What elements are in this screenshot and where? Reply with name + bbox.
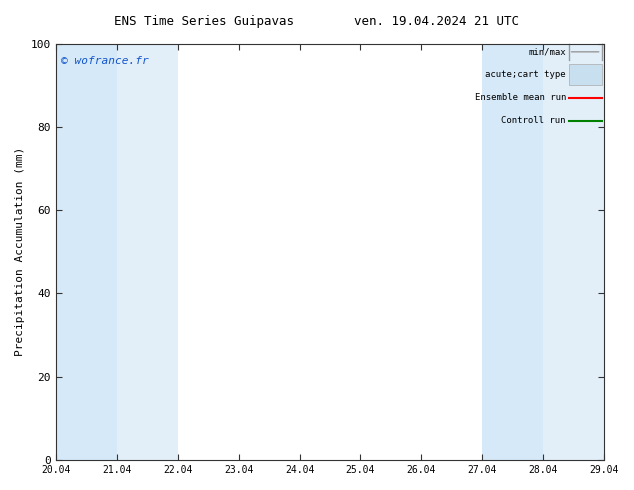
Text: Ensemble mean run: Ensemble mean run (474, 93, 566, 102)
Bar (117, 44, 178, 460)
Y-axis label: Precipitation Accumulation (mm): Precipitation Accumulation (mm) (15, 147, 25, 356)
Bar (543, 44, 604, 460)
Bar (482, 44, 543, 460)
Text: acute;cart type: acute;cart type (485, 70, 566, 79)
Text: © wofrance.fr: © wofrance.fr (61, 56, 149, 66)
Text: min/max: min/max (528, 48, 566, 56)
Text: ENS Time Series Guipavas        ven. 19.04.2024 21 UTC: ENS Time Series Guipavas ven. 19.04.2024… (115, 15, 519, 28)
Bar (56, 44, 117, 460)
Text: Controll run: Controll run (501, 116, 566, 125)
FancyBboxPatch shape (569, 64, 602, 85)
